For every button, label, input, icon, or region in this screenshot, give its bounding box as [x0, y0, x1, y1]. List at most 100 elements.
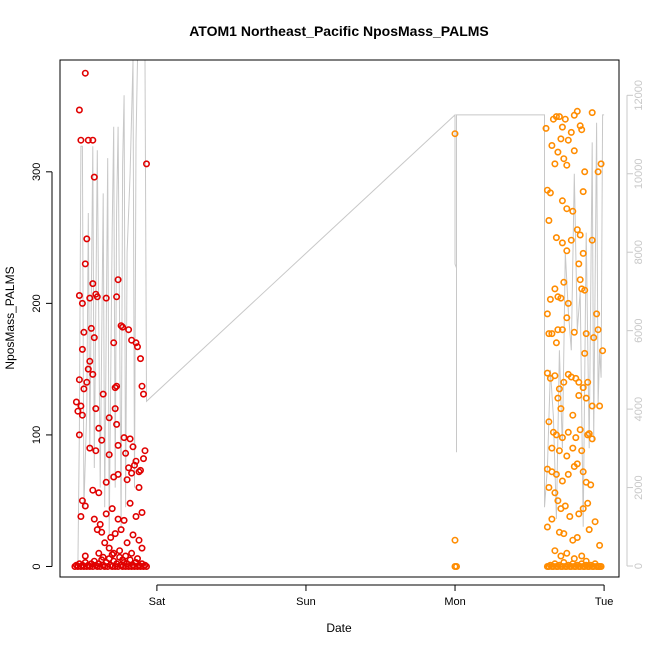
data-point: [548, 142, 556, 150]
data-point: [554, 148, 562, 156]
data-point: [86, 357, 94, 365]
data-point: [581, 286, 589, 294]
data-point: [576, 231, 584, 239]
data-point: [578, 552, 586, 560]
data-point: [564, 299, 572, 307]
data-point: [120, 516, 128, 524]
data-point: [90, 515, 98, 523]
data-point: [75, 431, 83, 439]
data-point: [552, 234, 560, 242]
data-point: [80, 385, 88, 393]
data-point: [83, 378, 91, 386]
data-point: [86, 294, 94, 302]
data-point: [546, 189, 554, 197]
data-point: [566, 512, 574, 520]
data-point: [551, 372, 559, 380]
data-point: [128, 336, 136, 344]
data-point: [579, 468, 587, 476]
right-y-tick-label: 12000: [633, 80, 645, 111]
data-point: [563, 205, 571, 213]
data-point: [552, 431, 560, 439]
data-point: [597, 160, 605, 168]
data-point: [90, 173, 98, 181]
data-point: [558, 434, 566, 442]
data-point: [552, 339, 560, 347]
data-point: [113, 382, 121, 390]
data-point: [77, 512, 85, 520]
data-point: [452, 562, 460, 570]
right-y-tick-label: 4000: [633, 397, 645, 421]
right-y-tick-label: 0: [633, 563, 645, 569]
data-point: [72, 398, 80, 406]
data-point: [105, 544, 113, 552]
data-point: [542, 124, 550, 132]
data-point: [102, 510, 110, 518]
data-point: [83, 235, 91, 243]
data-point: [81, 552, 89, 560]
data-point: [77, 402, 85, 410]
data-point: [95, 424, 103, 432]
data-point: [90, 334, 98, 342]
data-point: [84, 136, 92, 144]
data-point: [107, 533, 115, 541]
data-point: [117, 322, 125, 330]
data-point: [587, 481, 595, 489]
data-point: [114, 276, 122, 284]
data-point: [451, 536, 459, 544]
y-tick-label: 200: [31, 294, 43, 312]
data-point: [89, 370, 97, 378]
data-point: [563, 247, 571, 255]
data-point: [96, 520, 104, 528]
data-point: [126, 556, 134, 564]
data-point: [101, 562, 109, 570]
data-point: [573, 460, 581, 468]
data-point: [98, 528, 106, 536]
data-point: [570, 147, 578, 155]
data-point: [138, 508, 146, 516]
data-point: [81, 69, 89, 77]
data-point: [137, 355, 145, 363]
data-point: [102, 294, 110, 302]
data-point: [575, 510, 583, 518]
x-tick-label: Mon: [444, 596, 465, 608]
data-point: [140, 390, 148, 398]
data-point: [596, 541, 604, 549]
chart-title: ATOM1 Northeast_Pacific NposMass_PALMS: [189, 23, 489, 39]
data-point: [105, 414, 113, 422]
data-point: [579, 384, 587, 392]
data-point: [108, 505, 116, 513]
data-point: [95, 489, 103, 497]
data-point: [123, 539, 131, 547]
data-point: [543, 369, 551, 377]
data-point: [578, 126, 586, 134]
right-y-tick-label: 10000: [633, 159, 645, 190]
data-point: [560, 155, 568, 163]
data-point: [548, 330, 556, 338]
data-point: [119, 323, 127, 331]
data-point: [575, 260, 583, 268]
data-point: [545, 217, 553, 225]
data-point: [543, 523, 551, 531]
data-point: [567, 236, 575, 244]
data-point: [545, 330, 553, 338]
data-point: [78, 497, 86, 505]
data-point: [111, 384, 119, 392]
y-tick-label: 300: [31, 163, 43, 181]
data-point: [119, 556, 127, 564]
data-point: [114, 470, 122, 478]
data-point: [129, 443, 137, 451]
data-point: [584, 499, 592, 507]
data-point: [81, 260, 89, 268]
data-point: [110, 339, 118, 347]
data-point: [102, 478, 110, 486]
data-point: [123, 476, 131, 484]
data-point: [578, 447, 586, 455]
data-point: [113, 293, 121, 301]
data-point: [558, 326, 566, 334]
data-point: [563, 314, 571, 322]
data-point: [554, 326, 562, 334]
data-point: [137, 466, 145, 474]
data-point: [95, 549, 103, 557]
data-point: [138, 544, 146, 552]
